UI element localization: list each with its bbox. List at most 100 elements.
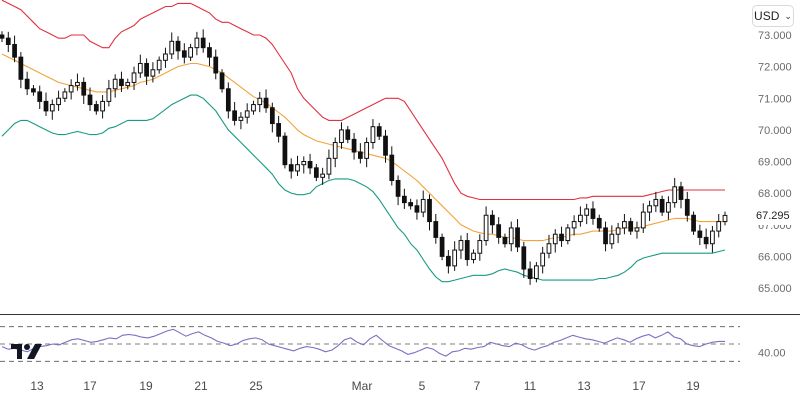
candle-body xyxy=(691,214,696,232)
time-axis-tick-label: 19 xyxy=(686,379,700,393)
candle-body xyxy=(703,236,709,245)
candle xyxy=(87,87,93,111)
candle xyxy=(244,103,250,124)
candle xyxy=(12,35,17,63)
candle xyxy=(609,225,615,249)
candle xyxy=(420,190,426,218)
candle xyxy=(181,43,187,64)
candle-body xyxy=(427,198,432,223)
candle xyxy=(634,221,640,239)
candle-body xyxy=(188,47,193,58)
candle-body xyxy=(37,91,43,102)
candle-body xyxy=(351,138,357,153)
candle xyxy=(295,155,300,177)
candle xyxy=(125,78,131,90)
candle-body xyxy=(521,246,527,270)
candle xyxy=(313,164,319,182)
candle xyxy=(527,261,533,285)
candle xyxy=(43,92,49,116)
candle-body xyxy=(320,173,326,178)
candle xyxy=(370,119,376,149)
candle xyxy=(458,235,464,259)
time-axis-tick-label: 21 xyxy=(194,379,208,393)
candle-body xyxy=(345,129,351,140)
candle xyxy=(357,143,363,164)
candle xyxy=(490,210,495,234)
candle-body xyxy=(433,221,439,238)
price-axis-tick-label: 66.000 xyxy=(758,251,792,263)
candle xyxy=(383,129,388,163)
candle-body xyxy=(150,69,156,77)
candle xyxy=(320,167,326,185)
candle xyxy=(307,153,313,175)
candle xyxy=(169,32,175,60)
candle xyxy=(408,198,414,210)
candle xyxy=(332,137,338,168)
candle xyxy=(156,56,162,74)
tradingview-logo-icon[interactable] xyxy=(11,341,43,361)
candle-body xyxy=(571,221,577,229)
candle xyxy=(622,213,627,235)
candle xyxy=(640,203,646,233)
candle-body xyxy=(653,198,659,207)
candle-body xyxy=(603,227,608,245)
candle xyxy=(364,137,370,168)
chevron-down-icon: ⌄ xyxy=(784,10,792,21)
candle xyxy=(691,211,696,235)
currency-selector[interactable]: USD ⌄ xyxy=(752,5,794,27)
candle-body xyxy=(100,100,105,112)
candle-body xyxy=(263,97,269,109)
candle xyxy=(565,224,571,245)
candle-body xyxy=(225,88,231,112)
candle xyxy=(502,233,508,248)
candle xyxy=(106,79,112,107)
candle xyxy=(546,234,552,259)
candle-body xyxy=(5,37,11,45)
candle-body xyxy=(163,53,168,61)
candle xyxy=(534,262,539,283)
candle-body xyxy=(12,43,17,58)
candle-body xyxy=(559,233,564,242)
candle-body xyxy=(295,164,300,172)
candle-body xyxy=(502,236,508,245)
candle xyxy=(93,100,99,115)
candle xyxy=(37,85,43,110)
candle-body xyxy=(125,81,131,87)
candle-body xyxy=(18,56,24,80)
bollinger-upper-line xyxy=(1,0,725,201)
candle-body xyxy=(238,116,244,121)
candle xyxy=(200,29,206,53)
candle xyxy=(0,31,5,42)
candle xyxy=(471,249,476,264)
candle-body xyxy=(288,164,294,172)
candle xyxy=(427,194,432,231)
candle-body xyxy=(697,230,703,238)
candle-body xyxy=(615,227,621,235)
candle-body xyxy=(257,97,263,106)
candle xyxy=(439,233,445,261)
candle xyxy=(175,36,181,60)
candle-body xyxy=(408,202,414,207)
candle xyxy=(232,102,237,126)
time-axis: 13 17 19 21 25 Mar 5 7 11 13 17 19 xyxy=(30,379,700,393)
candle-body xyxy=(326,157,332,175)
candle-body xyxy=(678,186,684,200)
price-axis-tick-label: 72.000 xyxy=(758,62,792,74)
candle xyxy=(257,91,263,113)
candle xyxy=(301,156,307,174)
time-axis-tick-label: 5 xyxy=(419,379,426,393)
candle xyxy=(282,132,288,169)
time-axis-tick-label: 17 xyxy=(632,379,646,393)
candle xyxy=(552,229,558,253)
candle-body xyxy=(527,268,533,280)
candle-body xyxy=(722,214,728,223)
candle xyxy=(672,177,678,208)
time-axis-tick-label: 7 xyxy=(474,379,481,393)
candle xyxy=(144,58,149,85)
candle xyxy=(716,213,722,238)
candle-body xyxy=(496,224,502,238)
candle-body xyxy=(144,62,149,77)
candle-body xyxy=(628,221,634,232)
candle xyxy=(326,149,332,180)
